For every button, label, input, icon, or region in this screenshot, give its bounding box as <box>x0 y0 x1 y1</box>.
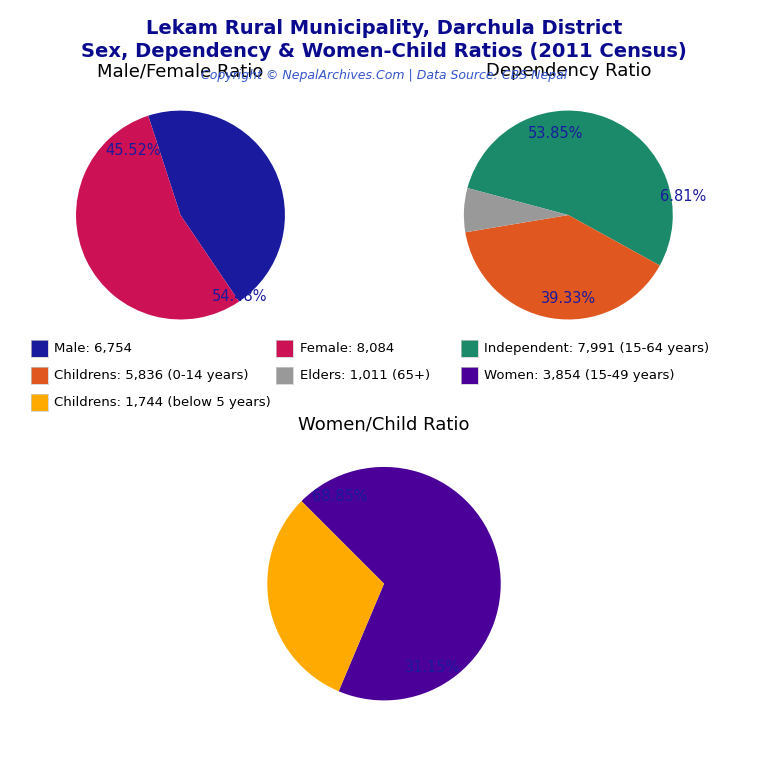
Wedge shape <box>464 188 568 232</box>
Text: Childrens: 5,836 (0-14 years): Childrens: 5,836 (0-14 years) <box>54 369 248 382</box>
Text: 53.85%: 53.85% <box>528 126 584 141</box>
Text: Elders: 1,011 (65+): Elders: 1,011 (65+) <box>300 369 429 382</box>
Text: Independent: 7,991 (15-64 years): Independent: 7,991 (15-64 years) <box>484 343 709 355</box>
Wedge shape <box>76 116 239 319</box>
Text: Female: 8,084: Female: 8,084 <box>300 343 394 355</box>
Wedge shape <box>465 215 660 319</box>
Wedge shape <box>267 502 384 691</box>
Text: 6.81%: 6.81% <box>660 189 707 204</box>
Title: Male/Female Ratio: Male/Female Ratio <box>98 62 263 80</box>
Text: Childrens: 1,744 (below 5 years): Childrens: 1,744 (below 5 years) <box>54 396 270 409</box>
Wedge shape <box>302 467 501 700</box>
Text: 45.52%: 45.52% <box>105 143 161 157</box>
Text: 31.15%: 31.15% <box>406 660 461 675</box>
Wedge shape <box>148 111 285 302</box>
Text: 54.48%: 54.48% <box>212 289 267 304</box>
Wedge shape <box>468 111 673 266</box>
Text: Lekam Rural Municipality, Darchula District: Lekam Rural Municipality, Darchula Distr… <box>146 19 622 38</box>
Text: 68.85%: 68.85% <box>312 488 367 504</box>
Title: Women/Child Ratio: Women/Child Ratio <box>298 415 470 433</box>
Text: 39.33%: 39.33% <box>541 291 596 306</box>
Title: Dependency Ratio: Dependency Ratio <box>485 62 651 80</box>
Text: Copyright © NepalArchives.Com | Data Source: CBS Nepal: Copyright © NepalArchives.Com | Data Sou… <box>201 69 567 82</box>
Text: Women: 3,854 (15-49 years): Women: 3,854 (15-49 years) <box>484 369 674 382</box>
Text: Male: 6,754: Male: 6,754 <box>54 343 132 355</box>
Text: Sex, Dependency & Women-Child Ratios (2011 Census): Sex, Dependency & Women-Child Ratios (20… <box>81 42 687 61</box>
